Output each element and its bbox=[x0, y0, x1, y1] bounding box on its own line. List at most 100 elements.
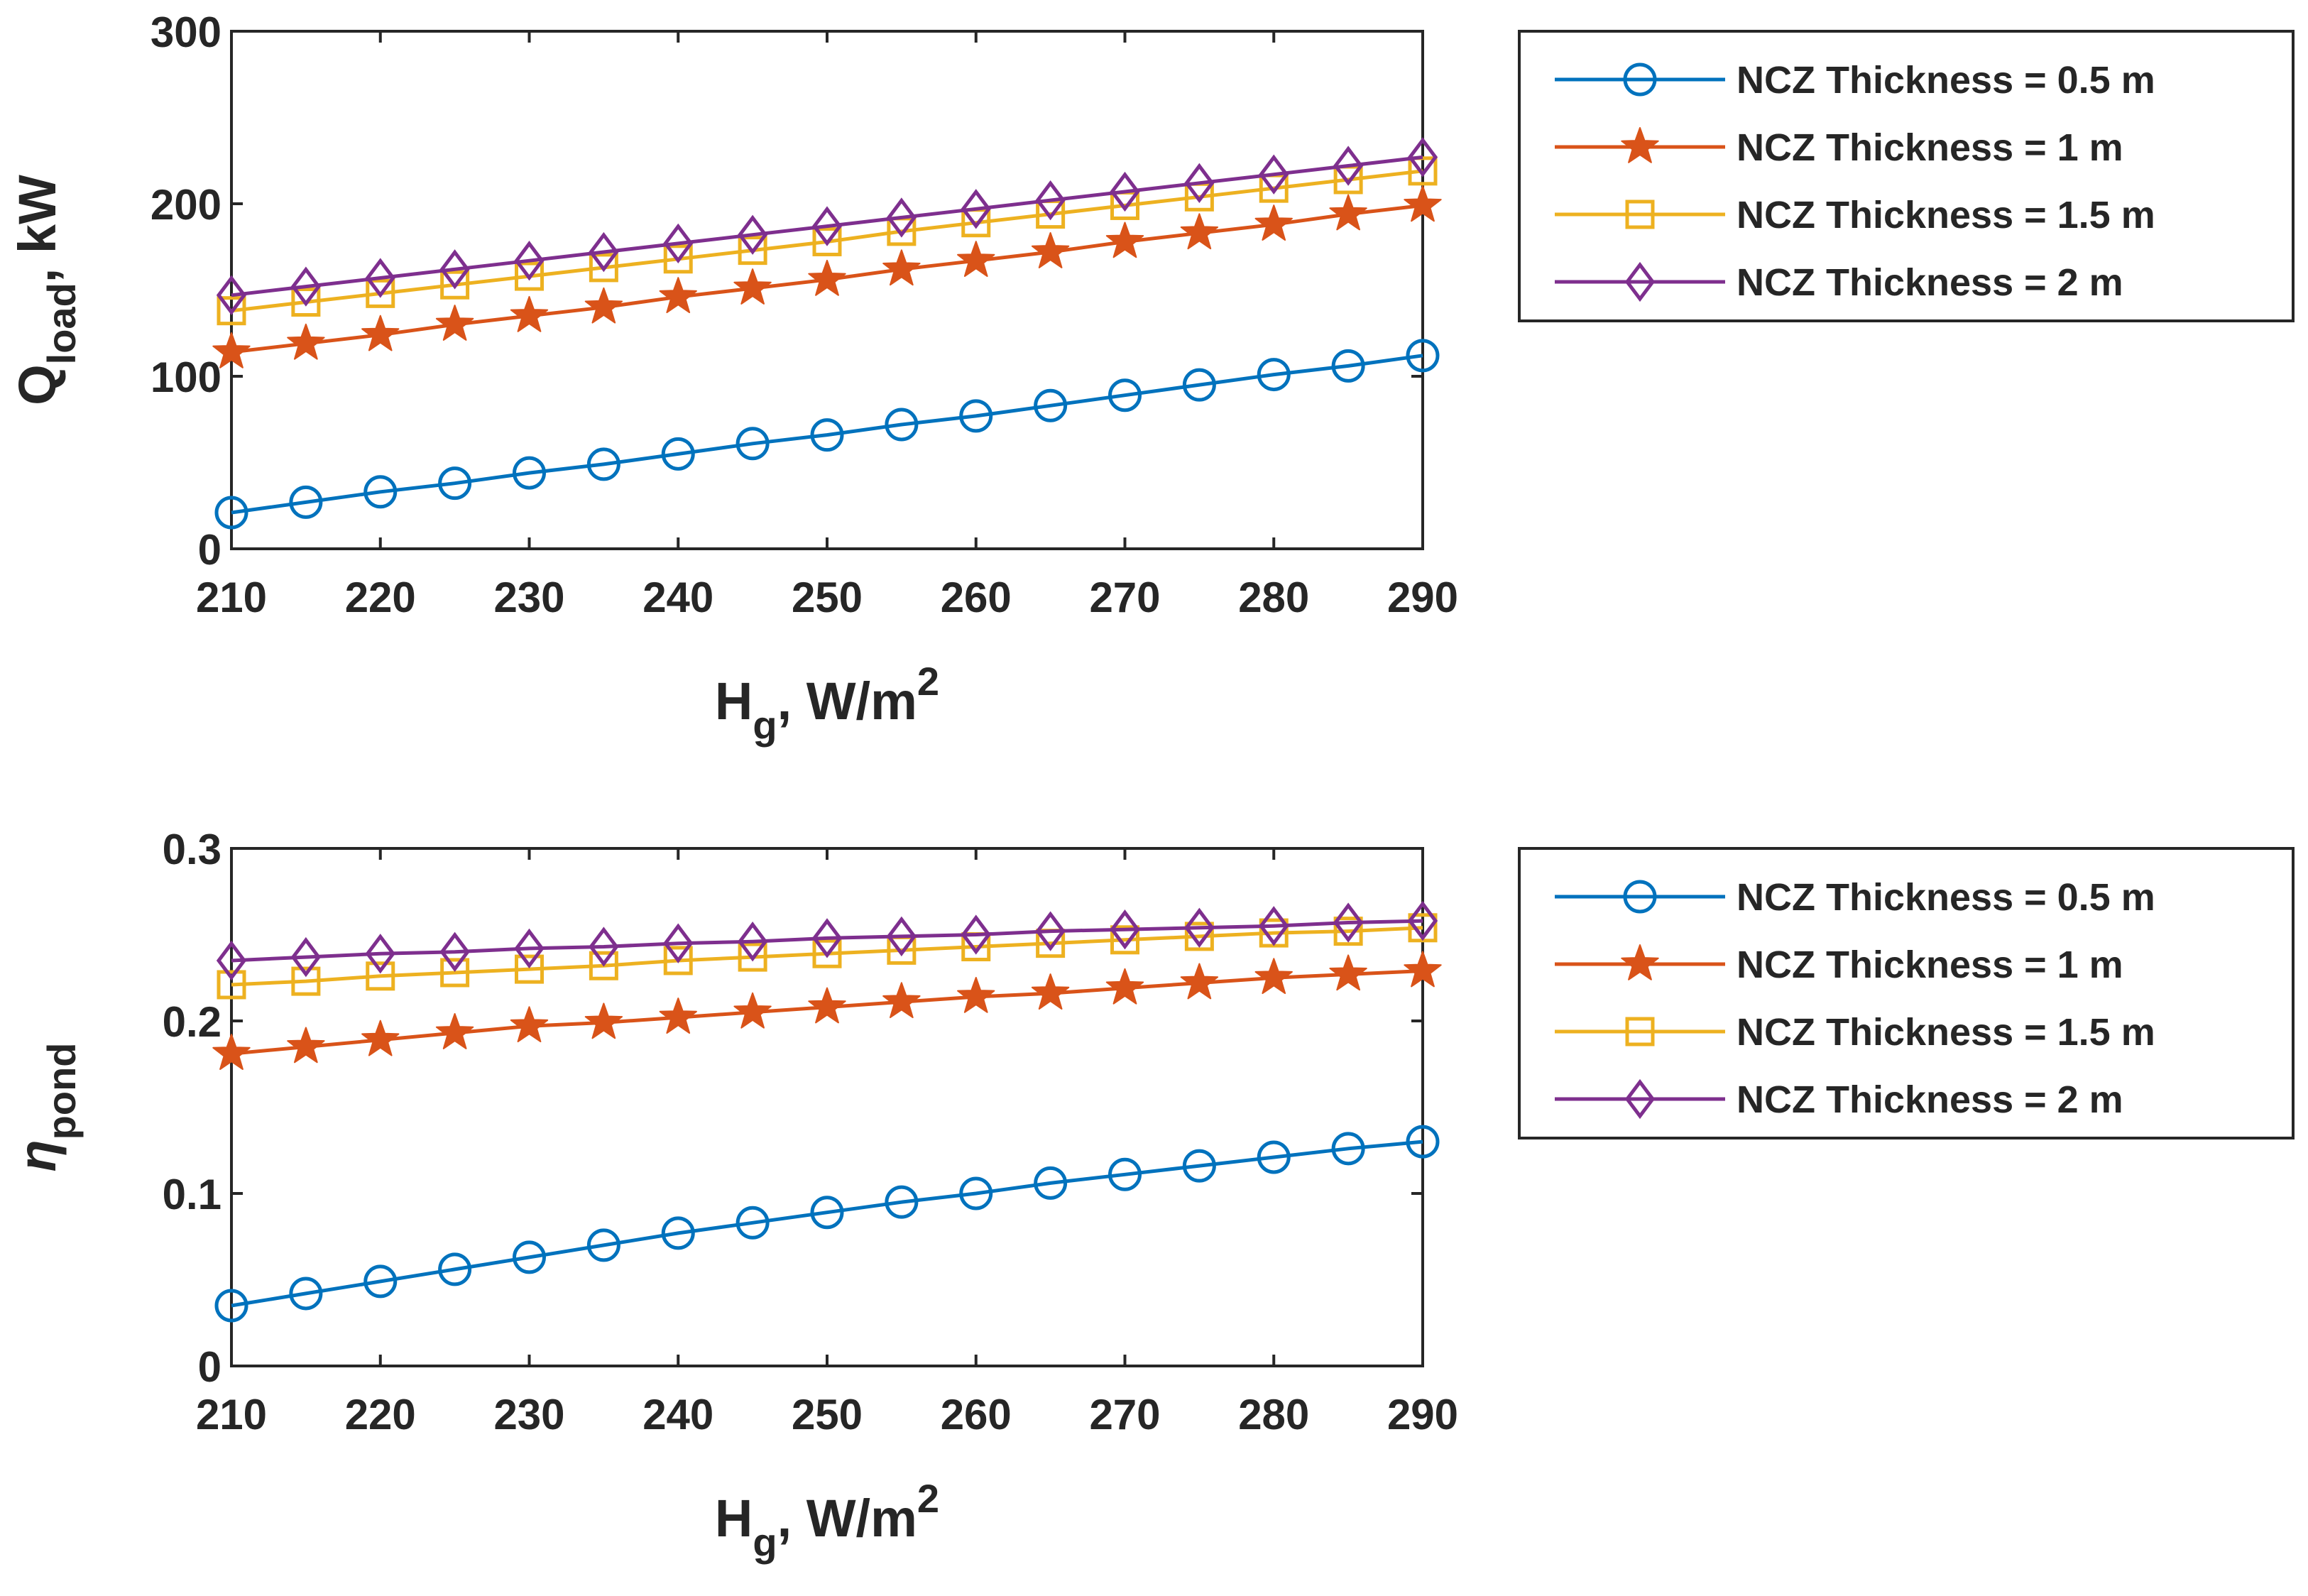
data-point bbox=[510, 1006, 549, 1043]
data-point bbox=[290, 266, 321, 307]
data-point bbox=[1031, 973, 1070, 1010]
data-point bbox=[586, 447, 620, 481]
legend-marker bbox=[1625, 1017, 1655, 1046]
legend-entry: NCZ Thickness = 1.5 m bbox=[1737, 1011, 2155, 1054]
legend-entry: NCZ Thickness = 0.5 m bbox=[1737, 59, 2155, 102]
data-point bbox=[589, 253, 618, 283]
data-point bbox=[1035, 180, 1066, 221]
data-point bbox=[291, 288, 321, 317]
data-point bbox=[810, 418, 844, 452]
series-line bbox=[231, 354, 1423, 515]
data-point bbox=[435, 305, 474, 341]
data-point bbox=[589, 927, 619, 967]
x-tick-label: 220 bbox=[345, 1391, 416, 1438]
data-point bbox=[1184, 163, 1215, 204]
data-point bbox=[957, 241, 995, 277]
data-point bbox=[1257, 1140, 1291, 1174]
series-0 bbox=[214, 339, 1440, 530]
y-tick-label: 0.2 bbox=[163, 998, 221, 1046]
data-point bbox=[810, 1196, 844, 1230]
data-point bbox=[435, 1013, 474, 1049]
legend-entry: NCZ Thickness = 1 m bbox=[1737, 126, 2123, 169]
data-point bbox=[885, 1185, 919, 1219]
data-point bbox=[738, 214, 768, 255]
data-point bbox=[959, 1176, 993, 1210]
x-tick-label: 260 bbox=[941, 1391, 1012, 1438]
data-point bbox=[1254, 204, 1293, 241]
data-point bbox=[515, 261, 544, 291]
legend-entry: NCZ Thickness = 2 m bbox=[1737, 1078, 2123, 1121]
data-point bbox=[212, 332, 251, 368]
data-point bbox=[1329, 194, 1367, 231]
data-point bbox=[738, 922, 768, 962]
data-point bbox=[957, 977, 995, 1013]
legend: NCZ Thickness = 0.5 m NCZ Thickness = 1 m… bbox=[1518, 30, 2295, 322]
x-tick-label: 260 bbox=[941, 574, 1012, 621]
data-point bbox=[438, 1252, 472, 1286]
data-point bbox=[1110, 925, 1139, 955]
legend-marker bbox=[1621, 127, 1659, 163]
x-tick-label: 210 bbox=[196, 574, 267, 621]
data-point bbox=[216, 940, 247, 981]
data-point bbox=[1331, 1132, 1365, 1166]
series-line bbox=[231, 1139, 1423, 1308]
data-point bbox=[1184, 922, 1214, 951]
data-point bbox=[214, 1289, 248, 1323]
legend-marker bbox=[1621, 944, 1659, 980]
data-point bbox=[217, 296, 246, 326]
data-point bbox=[440, 270, 470, 300]
data-point bbox=[1031, 232, 1070, 268]
data-point bbox=[1184, 907, 1215, 948]
data-point bbox=[1333, 917, 1363, 946]
x-axis-label: Hg, W/m2 bbox=[715, 659, 939, 748]
data-point bbox=[1333, 902, 1364, 943]
series-3 bbox=[216, 900, 1438, 981]
data-point bbox=[363, 475, 398, 509]
data-point bbox=[1407, 137, 1438, 177]
y-tick-label: 0 bbox=[198, 526, 221, 574]
x-tick-label: 290 bbox=[1387, 1391, 1458, 1438]
x-tick-label: 290 bbox=[1387, 574, 1458, 621]
data-point bbox=[287, 323, 325, 360]
x-tick-label: 230 bbox=[493, 1391, 564, 1438]
data-point bbox=[1034, 1166, 1068, 1200]
chart-q-load: 210 220 230 240 250 260 270 280 290 0 100 200 300 Hg,… bbox=[8, 9, 2295, 748]
data-point bbox=[1404, 951, 1442, 988]
data-point bbox=[290, 936, 321, 978]
data-point bbox=[586, 1228, 620, 1262]
data-point bbox=[584, 1002, 623, 1039]
data-point bbox=[1110, 909, 1140, 950]
data-point bbox=[961, 189, 991, 229]
data-point bbox=[886, 197, 917, 238]
data-point bbox=[885, 408, 919, 442]
y-tick-label: 0.3 bbox=[163, 826, 221, 873]
data-point bbox=[515, 954, 544, 984]
data-point bbox=[1259, 906, 1289, 946]
data-point bbox=[439, 931, 470, 972]
data-point bbox=[1034, 388, 1068, 422]
legend-marker bbox=[1623, 62, 1657, 97]
legend-entry: NCZ Thickness = 2 m bbox=[1737, 261, 2123, 304]
data-point bbox=[1180, 213, 1219, 250]
data-point bbox=[1329, 954, 1367, 991]
data-point bbox=[1108, 378, 1142, 412]
y-axis-label: Qload, kW bbox=[8, 175, 84, 405]
data-point bbox=[1105, 968, 1144, 1005]
data-point bbox=[659, 998, 697, 1034]
data-point bbox=[663, 244, 693, 274]
data-point bbox=[882, 982, 921, 1019]
legend-entry: NCZ Thickness = 0.5 m bbox=[1737, 876, 2155, 919]
data-point bbox=[291, 966, 321, 996]
data-point bbox=[216, 275, 247, 315]
chart-eta-pond: 210 220 230 240 250 260 270 280 290 0 0.1 0.2 0.3 Hg,… bbox=[8, 826, 2295, 1565]
data-point bbox=[365, 934, 395, 974]
data-point bbox=[1108, 1157, 1142, 1191]
data-point bbox=[812, 939, 842, 968]
data-point bbox=[365, 258, 395, 298]
x-tick-label: 240 bbox=[642, 1391, 713, 1438]
data-point bbox=[1182, 368, 1216, 402]
data-point bbox=[514, 928, 545, 969]
data-point bbox=[959, 399, 993, 433]
data-point bbox=[584, 287, 623, 324]
